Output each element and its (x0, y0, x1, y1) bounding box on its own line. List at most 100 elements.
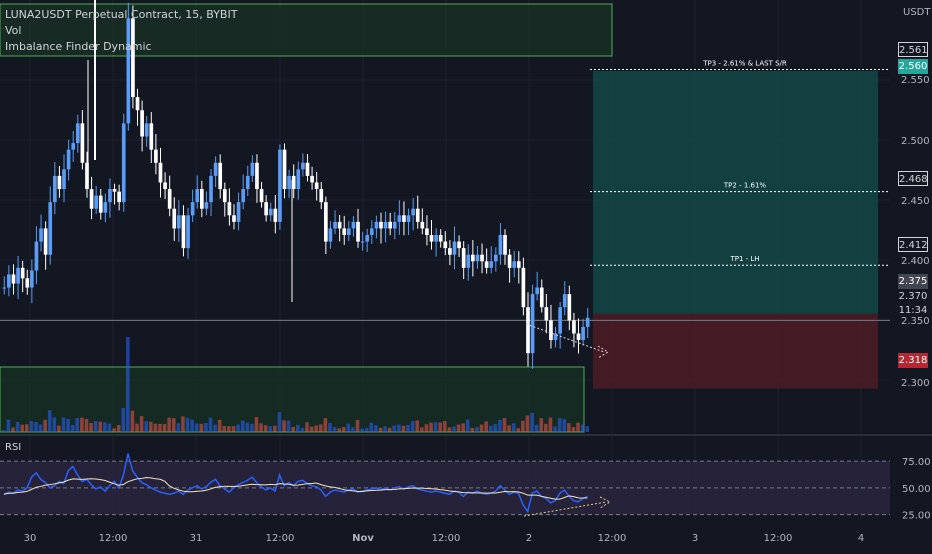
volume-indicator-label[interactable]: Vol (5, 24, 22, 37)
divergence-line-rsi[interactable] (523, 501, 607, 517)
divergence-line-price[interactable] (525, 323, 605, 353)
candle-body (52, 175, 57, 203)
take-profit-zone[interactable] (593, 70, 878, 314)
volume-bar (580, 424, 585, 432)
volume-bar (171, 418, 176, 432)
volume-bar (521, 420, 525, 432)
candle-body (351, 221, 356, 229)
candle-body (489, 261, 494, 268)
volume-bar (75, 418, 80, 432)
volume-bar (314, 425, 318, 432)
candle-body (177, 215, 181, 229)
symbol-title[interactable]: LUNA2USDT Perpetual Contract, 15, BYBIT (5, 8, 238, 21)
candle-body (167, 189, 172, 209)
candle-body (438, 235, 443, 242)
candle-body (558, 307, 562, 334)
candle-body (388, 221, 393, 229)
candle-body (108, 189, 112, 203)
candle-body (227, 202, 232, 216)
volume-bar (553, 426, 557, 432)
volume-bar (61, 417, 66, 432)
volume-bar (176, 423, 181, 432)
price-axis-label: 2.468 (898, 171, 928, 186)
volume-bar (181, 416, 185, 432)
volume-bar (208, 417, 213, 432)
volume-bar (392, 425, 397, 432)
candle-body (535, 287, 540, 295)
candle-body (190, 202, 195, 216)
candle-body (98, 195, 103, 213)
volume-bar (488, 425, 493, 432)
candle-body (282, 149, 287, 190)
candle-body (328, 228, 333, 242)
candle-body (236, 202, 241, 222)
time-tick: Nov (352, 533, 374, 544)
time-tick: 12:00 (99, 533, 128, 544)
candle-body (94, 195, 99, 209)
imbalance-zone-top (0, 3, 613, 57)
stop-loss-zone[interactable] (593, 313, 878, 389)
volume-bar (286, 420, 291, 432)
candle-body (539, 287, 544, 308)
candle-body (241, 189, 246, 203)
candle-body (360, 241, 365, 243)
volume-bar (20, 424, 24, 432)
candle-body (48, 202, 53, 255)
volume-bar (424, 424, 429, 432)
volume-bar (167, 417, 171, 432)
volume-bar (204, 422, 208, 432)
candle-body (144, 123, 149, 137)
time-tick: 30 (24, 533, 37, 544)
volume-bar (525, 415, 530, 432)
imbalance-indicator-label[interactable]: Imbalance Finder Dynamic (5, 40, 152, 53)
volume-bar (534, 424, 539, 432)
volume-bar (406, 424, 410, 432)
volume-bar (84, 418, 89, 432)
candle-body (7, 274, 11, 288)
candle-body (448, 248, 452, 255)
candle-body (466, 254, 471, 268)
candle-body (296, 169, 301, 190)
volume-bar (493, 423, 498, 432)
candle-body (484, 261, 489, 268)
volume-bar (548, 417, 553, 432)
volume-bar (447, 427, 452, 432)
candle-body (314, 182, 319, 190)
candle-body (80, 123, 85, 163)
price-axis-label: 2.560 (898, 59, 928, 74)
volume-bar (194, 423, 199, 432)
candle-body (526, 307, 530, 354)
candle-body (11, 274, 16, 284)
rsi-pane-title[interactable]: RSI (5, 442, 22, 453)
volume-bar (429, 422, 433, 432)
candle-body (581, 326, 585, 341)
time-tick: 12:00 (432, 533, 461, 544)
volume-bar (351, 427, 355, 432)
price-axis-label: 2.412 (898, 237, 928, 252)
volume-bar (539, 418, 544, 432)
candle-body (461, 248, 466, 268)
volume-bar (139, 416, 144, 432)
candle-body (397, 215, 402, 222)
volume-bar (38, 424, 43, 432)
volume-bar (433, 422, 438, 432)
candle-body (319, 189, 324, 203)
volume-bar (70, 424, 75, 432)
volume-bar (465, 419, 470, 432)
volume-bar (571, 426, 576, 432)
candle-body (434, 235, 438, 242)
volume-bar (309, 426, 314, 432)
volume-bar (126, 337, 130, 432)
candle-body (512, 261, 517, 268)
candle-body (218, 162, 223, 190)
volume-bar (15, 421, 20, 432)
candle-body (553, 333, 558, 341)
volume-bar (337, 428, 341, 432)
candle-body (576, 333, 581, 341)
volume-bar (6, 419, 11, 432)
volume-bar (420, 427, 424, 432)
volume-bar (185, 417, 190, 432)
volume-bar (562, 419, 567, 432)
